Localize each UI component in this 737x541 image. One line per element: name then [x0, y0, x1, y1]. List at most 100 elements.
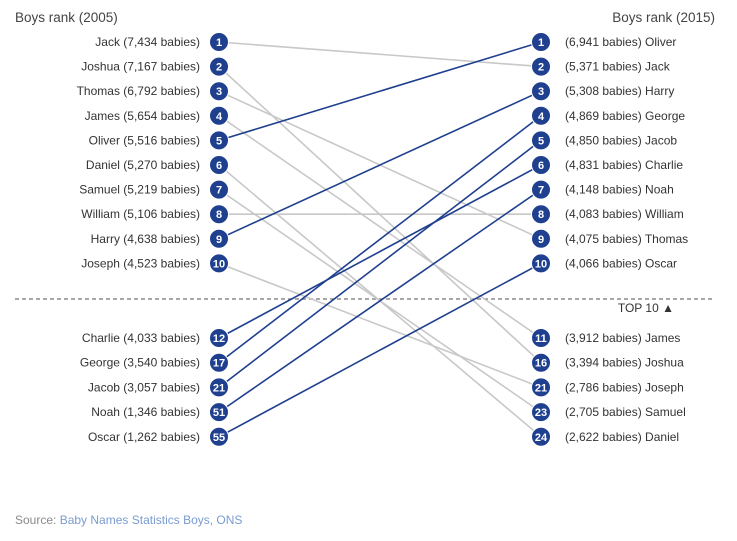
right-joshua-rank-badge — [531, 352, 551, 373]
left-daniel-rank-number: 6 — [216, 160, 222, 172]
left-charlie-rank-number: 12 — [213, 333, 225, 345]
right-harry-label: (5,308 babies) Harry — [565, 84, 674, 98]
left-samuel-rank-badge — [209, 179, 229, 200]
right-jacob-label: (4,850 babies) Jacob — [565, 133, 677, 147]
right-william-rank-badge — [531, 204, 551, 225]
right-jacob-rank-badge — [531, 130, 551, 151]
right-entries: 1 (6,941 babies) Oliver 2 (5,371 babies) Ja… — [531, 32, 688, 447]
left-william-rank-badge — [209, 204, 229, 225]
right-samuel-rank-number: 23 — [535, 407, 547, 419]
right-oliver-rank-badge — [531, 32, 551, 52]
connector-line-oscar — [218, 262, 542, 438]
left-jack-rank-number: 1 — [216, 37, 222, 49]
connector-line-jacob — [218, 139, 542, 389]
left-noah-rank-badge — [209, 402, 229, 423]
right-oscar-label: (4,066 babies) Oscar — [565, 256, 677, 270]
right-thomas-label: (4,075 babies) Thomas — [565, 232, 688, 246]
left-daniel-label: Daniel (5,270 babies) — [86, 158, 200, 172]
connector-line-noah — [218, 188, 542, 413]
left-samuel-label: Samuel (5,219 babies) — [79, 183, 200, 197]
left-jacob-rank-number: 21 — [213, 382, 225, 394]
left-thomas-label: Thomas (6,792 babies) — [77, 84, 200, 98]
left-harry-rank-number: 9 — [216, 234, 222, 246]
right-charlie-rank-number: 6 — [538, 160, 544, 172]
right-james-label: (3,912 babies) James — [565, 331, 680, 345]
right-samuel-label: (2,705 babies) Samuel — [565, 405, 686, 419]
left-jack-rank-badge — [209, 32, 229, 52]
right-joseph-rank-badge — [531, 377, 551, 398]
connector-line-joseph — [218, 262, 542, 389]
left-oscar-rank-badge — [209, 426, 229, 447]
top-10-label: TOP 10 ▲ — [618, 301, 674, 315]
right-thomas-rank-number: 9 — [538, 234, 544, 246]
right-george-rank-number: 4 — [538, 111, 545, 123]
right-noah-rank-badge — [531, 179, 551, 200]
left-jacob-rank-badge — [209, 377, 229, 398]
right-oscar-rank-number: 10 — [535, 258, 547, 270]
left-thomas-rank-badge — [209, 81, 229, 102]
left-noah-label: Noah (1,346 babies) — [91, 405, 200, 419]
right-joseph-label: (2,786 babies) Joseph — [565, 380, 684, 394]
left-harry-rank-badge — [209, 228, 229, 249]
left-william-rank-number: 8 — [216, 209, 222, 221]
right-daniel-rank-number: 24 — [535, 432, 548, 444]
left-oscar-label: Oscar (1,262 babies) — [88, 430, 200, 444]
right-james-rank-badge — [531, 328, 551, 348]
left-charlie-label: Charlie (4,033 babies) — [82, 331, 200, 345]
left-william-label: William (5,106 babies) — [81, 207, 200, 221]
left-noah-rank-number: 51 — [213, 407, 225, 419]
left-daniel-rank-badge — [209, 155, 229, 175]
left-jacob-label: Jacob (3,057 babies) — [88, 380, 200, 394]
right-joshua-rank-number: 16 — [535, 358, 547, 370]
right-george-label: (4,869 babies) George — [565, 109, 685, 123]
left-oscar-rank-number: 55 — [213, 432, 225, 444]
source-prefix: Source: — [15, 513, 60, 527]
right-charlie-rank-badge — [531, 155, 551, 175]
left-george-rank-number: 17 — [213, 358, 225, 370]
left-thomas-rank-number: 3 — [216, 86, 222, 98]
connector-line-george — [218, 115, 542, 364]
right-joshua-label: (3,394 babies) Joshua — [565, 356, 684, 370]
left-george-label: George (3,540 babies) — [80, 356, 200, 370]
right-column-title: Boys rank (2015) — [612, 10, 715, 25]
connector-lines — [218, 41, 542, 438]
connector-line-oliver — [218, 41, 542, 142]
left-james-rank-number: 4 — [216, 111, 223, 123]
right-oliver-label: (6,941 babies) Oliver — [565, 35, 676, 49]
left-oliver-rank-badge — [209, 130, 229, 151]
right-joseph-rank-number: 21 — [535, 382, 547, 394]
left-column-title: Boys rank (2005) — [15, 10, 118, 25]
left-joshua-rank-badge — [209, 56, 229, 77]
right-daniel-label: (2,622 babies) Daniel — [565, 430, 679, 444]
left-entries: 1 Jack (7,434 babies) 2 Joshua (7,167 babie… — [77, 32, 229, 447]
left-oliver-rank-number: 5 — [216, 135, 222, 147]
slope-chart: Boys rank (2005) Boys rank (2015) TOP 10… — [15, 10, 715, 447]
left-joshua-label: Joshua (7,167 babies) — [81, 60, 200, 74]
right-william-rank-number: 8 — [538, 209, 544, 221]
right-james-rank-number: 11 — [535, 333, 547, 345]
right-oscar-rank-badge — [531, 253, 551, 274]
left-charlie-rank-badge — [209, 328, 229, 348]
source-link[interactable]: Baby Names Statistics Boys, ONS — [59, 513, 243, 527]
left-james-label: James (5,654 babies) — [85, 109, 200, 123]
left-oliver-label: Oliver (5,516 babies) — [89, 133, 200, 147]
left-george-rank-badge — [209, 352, 229, 373]
left-james-rank-badge — [209, 105, 229, 126]
right-noah-label: (4,148 babies) Noah — [565, 183, 674, 197]
left-joseph-rank-badge — [209, 253, 229, 274]
right-samuel-rank-badge — [531, 402, 551, 423]
right-jack-rank-badge — [531, 56, 551, 77]
connector-line-james — [218, 115, 542, 339]
right-jack-rank-number: 2 — [538, 62, 544, 74]
right-charlie-label: (4,831 babies) Charlie — [565, 158, 683, 172]
right-harry-rank-number: 3 — [538, 86, 544, 98]
right-william-label: (4,083 babies) William — [565, 207, 684, 221]
left-samuel-rank-number: 7 — [216, 185, 222, 197]
right-noah-rank-number: 7 — [538, 185, 544, 197]
right-jacob-rank-number: 5 — [538, 135, 544, 147]
right-oliver-rank-number: 1 — [538, 37, 544, 49]
left-jack-label: Jack (7,434 babies) — [95, 35, 200, 49]
connector-line-charlie — [218, 164, 542, 339]
left-joseph-rank-number: 10 — [213, 258, 225, 270]
right-jack-label: (5,371 babies) Jack — [565, 60, 671, 74]
